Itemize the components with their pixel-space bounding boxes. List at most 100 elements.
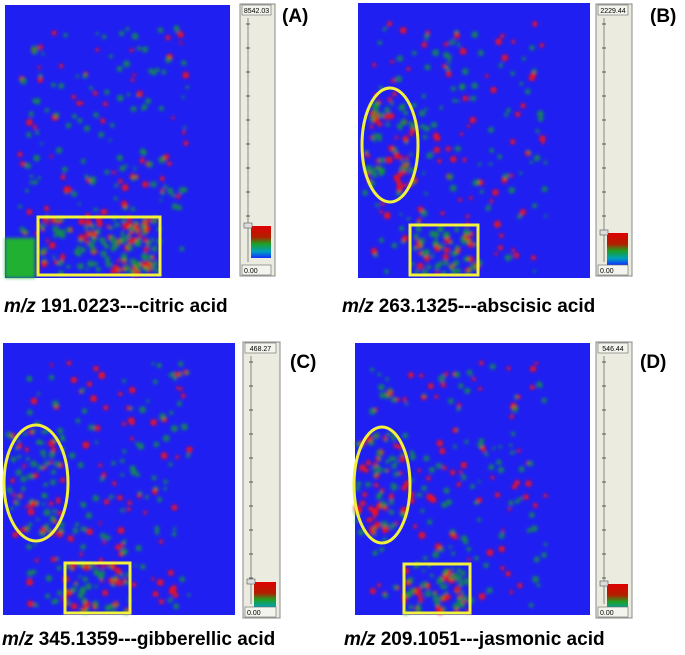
signal-dot: [414, 269, 419, 275]
signal-dot: [445, 71, 452, 77]
signal-dot: [443, 42, 449, 47]
signal-dot: [86, 528, 93, 535]
signal-dot: [399, 456, 406, 462]
signal-dot: [413, 233, 419, 240]
signal-dot: [161, 69, 167, 75]
signal-dot: [375, 203, 379, 208]
color-gradient: [251, 226, 271, 258]
signal-dot: [443, 231, 451, 239]
signal-dot: [137, 494, 142, 499]
signal-dot: [520, 103, 526, 109]
signal-dot: [129, 465, 136, 472]
signal-dot: [543, 542, 548, 547]
signal-dot: [382, 592, 389, 599]
signal-dot: [80, 544, 86, 550]
signal-dot: [515, 111, 521, 118]
signal-dot: [541, 186, 548, 193]
signal-dot: [95, 266, 101, 272]
signal-dot: [525, 151, 530, 157]
signal-dot: [173, 592, 179, 598]
signal-dot: [531, 68, 537, 74]
signal-dot: [467, 256, 474, 263]
scale-frame: [595, 341, 633, 619]
panel: 468.27 0.00 (C) m/z 345.1359---gibberellic a…: [2, 341, 316, 650]
signal-dot: [459, 48, 467, 55]
signal-dot: [144, 495, 149, 500]
signal-dot: [426, 493, 434, 501]
signal-dot: [461, 84, 466, 89]
signal-dot: [447, 54, 453, 60]
signal-dot: [109, 235, 116, 242]
signal-dot: [30, 460, 38, 468]
signal-dot: [447, 398, 454, 404]
signal-dot: [44, 460, 50, 467]
signal-dot: [130, 106, 137, 112]
signal-dot: [128, 231, 133, 235]
signal-dot: [530, 72, 536, 78]
signal-dot: [471, 31, 479, 39]
signal-dot: [417, 606, 422, 611]
signal-dot: [429, 466, 435, 473]
signal-dot: [385, 459, 390, 464]
signal-dot: [66, 264, 71, 269]
signal-dot: [480, 446, 487, 452]
signal-dot: [119, 165, 126, 172]
signal-dot: [403, 170, 407, 175]
signal-dot: [376, 494, 382, 500]
signal-dot: [379, 168, 385, 173]
signal-dot: [396, 191, 402, 197]
signal-dot: [110, 246, 116, 252]
panel: 8542.03 0.00 (A) m/z 191.0223---citric acid: [4, 3, 308, 317]
scale-min: 0.00: [600, 268, 614, 275]
signal-dot: [434, 600, 441, 607]
signal-dot: [20, 475, 27, 483]
signal-dot: [443, 487, 450, 494]
signal-dot: [78, 234, 84, 240]
signal-dot: [433, 242, 437, 246]
signal-dot: [24, 162, 32, 169]
signal-dot: [117, 495, 123, 501]
signal-dot: [509, 443, 513, 447]
signal-dot: [138, 234, 143, 239]
signal-dot: [368, 439, 375, 446]
signal-dot: [437, 158, 442, 164]
signal-dot: [396, 55, 404, 62]
signal-dot: [115, 544, 121, 551]
caption-mz: m/z: [2, 629, 34, 650]
signal-dot: [539, 43, 545, 48]
signal-dot: [65, 227, 72, 233]
signal-dot: [456, 567, 462, 573]
signal-dot: [429, 573, 434, 578]
signal-dot: [412, 246, 417, 251]
signal-dot: [111, 460, 116, 466]
signal-dot: [139, 148, 146, 155]
signal-dot: [373, 118, 379, 124]
signal-dot: [405, 402, 409, 406]
signal-dot: [57, 590, 63, 596]
signal-dot: [22, 431, 27, 436]
signal-dot: [383, 506, 389, 511]
signal-dot: [373, 462, 378, 467]
signal-dot: [84, 239, 89, 244]
signal-dot: [505, 571, 511, 577]
signal-dot: [493, 220, 501, 228]
signal-layer: [362, 21, 548, 277]
signal-dot: [368, 506, 374, 512]
signal-dot: [143, 237, 148, 243]
signal-dot: [40, 449, 46, 456]
signal-dot: [377, 121, 383, 127]
signal-dot: [60, 174, 66, 180]
signal-dot: [147, 254, 154, 260]
signal-dot: [423, 255, 430, 262]
signal-dot: [181, 60, 187, 66]
signal-dot: [171, 203, 178, 210]
highlight-box: [402, 562, 472, 615]
signal-dot: [104, 256, 110, 262]
signal-dot: [469, 116, 476, 124]
signal-dot: [100, 118, 106, 124]
signal-dot: [359, 500, 366, 507]
highlight-ellipse: [2, 423, 70, 543]
signal-dot: [388, 456, 394, 462]
signal-dot: [174, 371, 181, 377]
signal-dot: [533, 154, 541, 162]
